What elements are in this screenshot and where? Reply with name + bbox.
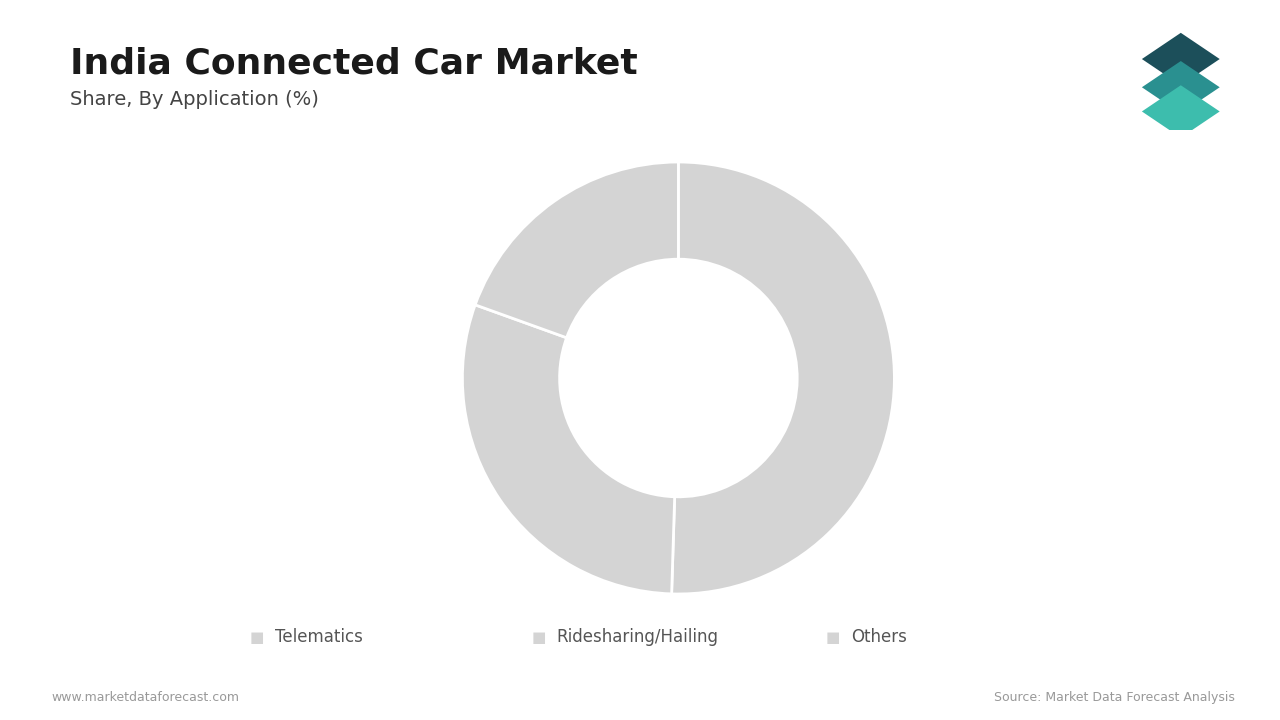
Text: India Connected Car Market: India Connected Car Market — [70, 47, 639, 81]
Text: Ridesharing/Hailing: Ridesharing/Hailing — [557, 628, 719, 647]
Text: Others: Others — [851, 628, 908, 647]
Polygon shape — [1142, 61, 1220, 114]
Polygon shape — [1142, 33, 1220, 85]
Text: www.marketdataforecast.com: www.marketdataforecast.com — [51, 691, 239, 704]
Text: Source: Market Data Forecast Analysis: Source: Market Data Forecast Analysis — [995, 691, 1235, 704]
Wedge shape — [475, 162, 678, 338]
Text: Share, By Application (%): Share, By Application (%) — [70, 90, 319, 109]
Text: ■: ■ — [826, 630, 840, 644]
Text: Telematics: Telematics — [275, 628, 364, 647]
Polygon shape — [1142, 85, 1220, 138]
Wedge shape — [462, 305, 675, 594]
Wedge shape — [672, 162, 895, 594]
Text: ■: ■ — [250, 630, 264, 644]
Text: ■: ■ — [531, 630, 545, 644]
